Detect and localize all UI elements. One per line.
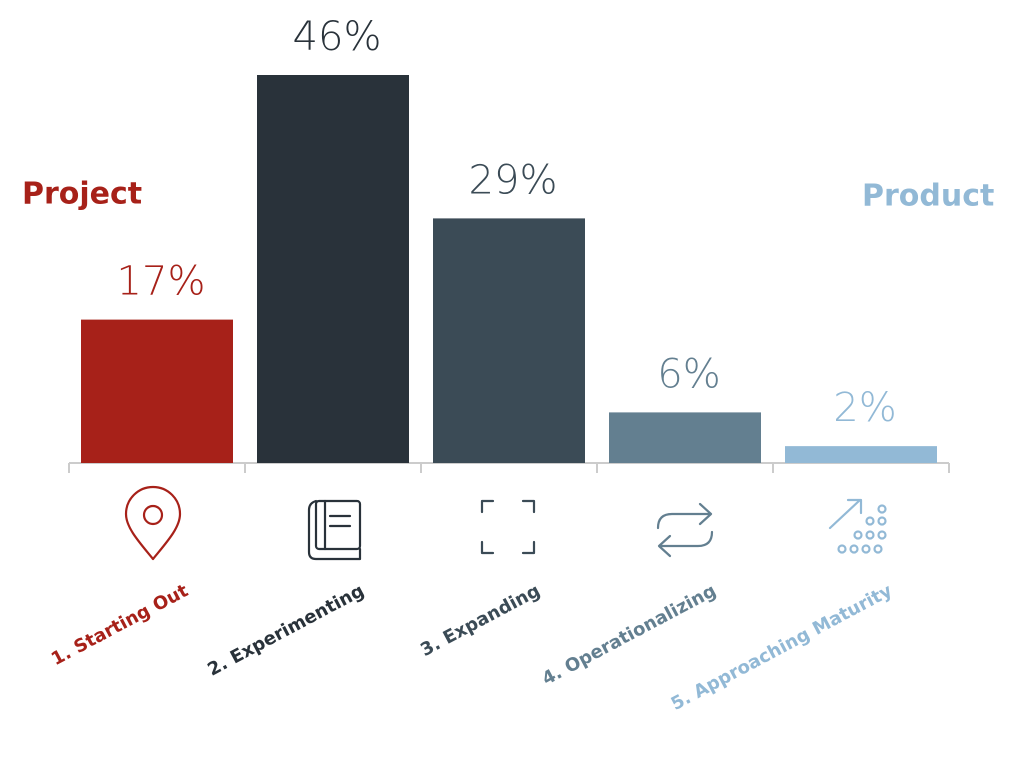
bar — [257, 75, 409, 463]
icon-cycle — [656, 502, 714, 558]
value-label: 2% — [833, 385, 896, 431]
annotation-product: Product — [862, 179, 994, 214]
bar — [785, 446, 937, 463]
bar — [81, 319, 233, 463]
icon-book — [307, 499, 362, 561]
category-label: 4. Operationalizing — [539, 580, 720, 690]
value-label: 6% — [657, 351, 720, 397]
bar — [609, 412, 761, 463]
icon-maturity — [828, 498, 887, 554]
annotation-project: Project — [22, 177, 142, 212]
value-label: 17% — [117, 259, 206, 305]
value-label: 29% — [469, 157, 558, 203]
icon-pin — [124, 485, 182, 561]
category-label: 2. Experimenting — [204, 580, 367, 680]
value-label: 46% — [293, 14, 382, 60]
bar — [433, 218, 585, 463]
category-label: 1. Starting Out — [48, 580, 192, 670]
icon-expand — [480, 499, 536, 555]
category-label: 3. Expanding — [417, 580, 544, 661]
